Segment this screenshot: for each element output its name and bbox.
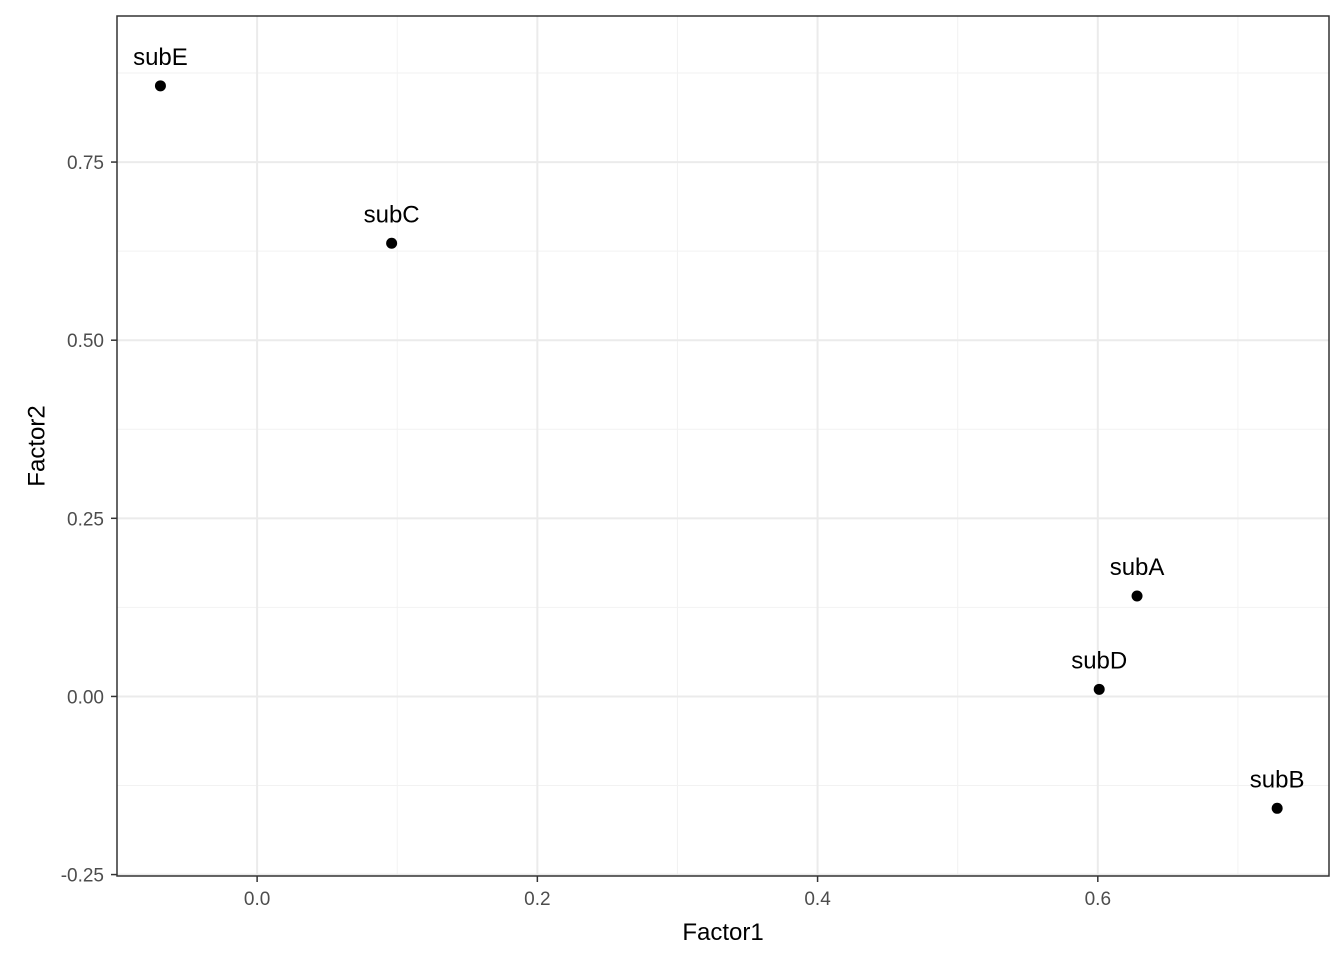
- y-tick-label: 0.75: [67, 153, 104, 174]
- y-tick-label: -0.25: [61, 866, 104, 887]
- x-axis: 0.0 0.2 0.4 0.6: [244, 876, 1111, 910]
- minor-gridlines: [117, 16, 1329, 876]
- y-axis: -0.25 0.00 0.25 0.50 0.75: [61, 153, 117, 887]
- data-points: [154, 80, 1283, 814]
- data-point-subA: [1131, 590, 1143, 602]
- plot-panel-border: [116, 15, 1330, 877]
- data-label-subD: subD: [1071, 647, 1127, 674]
- data-label-subB: subB: [1250, 766, 1305, 793]
- y-tick-label: 0.50: [67, 331, 104, 352]
- data-point-subD: [1093, 683, 1105, 695]
- data-label-subE: subE: [133, 44, 188, 71]
- x-tick-label: 0.6: [1085, 889, 1111, 910]
- major-gridlines: [117, 16, 1329, 876]
- data-point-subE: [154, 80, 166, 92]
- data-label-subA: subA: [1110, 554, 1165, 581]
- x-tick-label: 0.4: [804, 889, 831, 910]
- y-tick-label: 0.00: [67, 687, 104, 708]
- data-point-subB: [1271, 802, 1283, 814]
- x-tick-label: 0.0: [244, 889, 270, 910]
- data-point-subC: [386, 237, 398, 249]
- x-tick-label: 0.2: [524, 889, 550, 910]
- data-label-subC: subC: [364, 201, 420, 228]
- data-point-labels: subA subB subC subD subE: [133, 44, 1304, 793]
- x-axis-title: Factor1: [682, 919, 763, 946]
- y-axis-title: Factor2: [23, 405, 50, 486]
- y-tick-label: 0.25: [67, 509, 104, 530]
